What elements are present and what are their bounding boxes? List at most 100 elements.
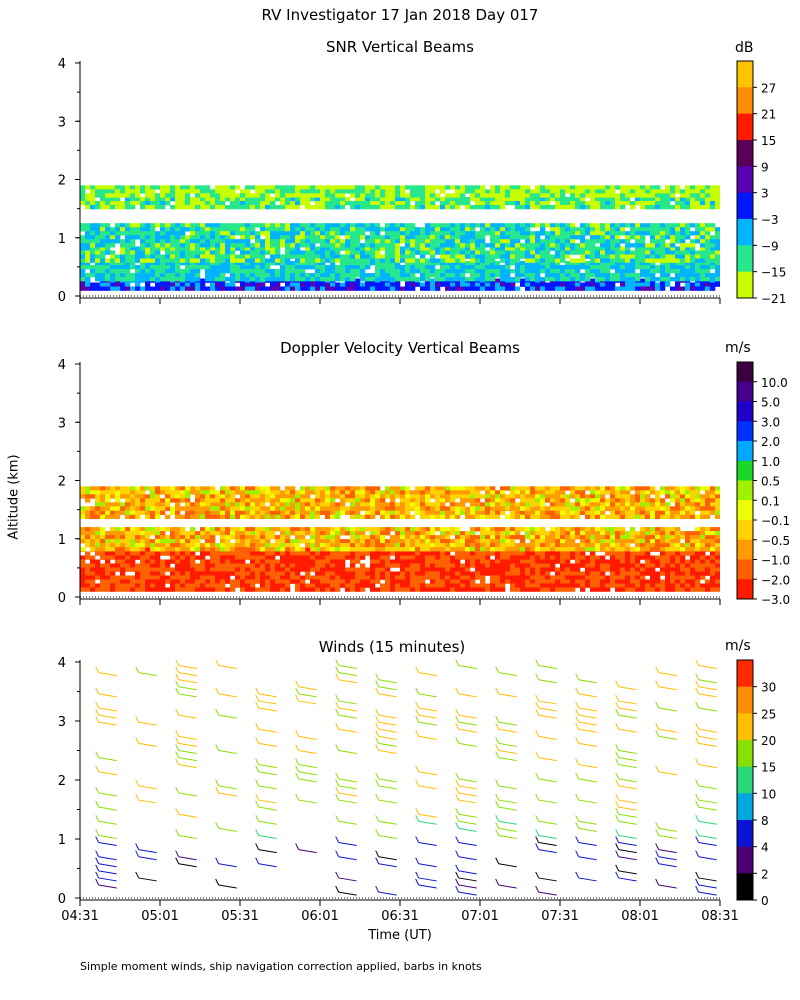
heatmap-cell [340,277,346,282]
heatmap-cell [595,567,601,572]
colorbar-label: 3.0 [761,415,780,429]
heatmap-cell [690,223,696,228]
heatmap-cell [305,273,311,278]
heatmap-cell [240,583,246,588]
heatmap-cell [370,571,376,576]
heatmap-cell [375,551,381,556]
heatmap-cell [125,235,131,240]
heatmap-cell [600,555,606,560]
heatmap-cell [555,551,561,556]
heatmap-cell [130,258,136,263]
heatmap-cell [685,269,691,274]
heatmap-cell [400,239,406,244]
heatmap-cell [165,243,171,248]
heatmap-cell [170,231,176,236]
heatmap-cell [655,246,661,251]
heatmap-cell [475,243,481,248]
heatmap-cell [350,269,356,274]
heatmap-cell [515,567,521,572]
heatmap-cell [330,227,336,232]
heatmap-cell [625,583,631,588]
heatmap-cell [350,204,356,210]
heatmap-cell [535,583,541,588]
heatmap-cell [660,243,666,248]
heatmap-cell [600,250,606,255]
heatmap-cell [175,185,181,190]
heatmap-cell [135,286,141,291]
heatmap-cell [105,243,111,248]
heatmap-cell [710,559,716,564]
heatmap-cell [635,193,641,198]
heatmap-cell [625,239,631,244]
heatmap-cell [135,258,141,263]
heatmap-cell [230,250,236,255]
heatmap-cell [590,243,596,248]
heatmap-cell [505,243,511,248]
heatmap-cell [690,273,696,278]
heatmap-cell [170,579,176,584]
heatmap-cell [125,563,131,568]
heatmap-cell [170,527,176,532]
heatmap-cell [525,286,531,291]
heatmap-cell [140,250,146,255]
heatmap-cell [390,246,396,251]
heatmap-cell [625,223,631,228]
heatmap-cell [285,543,291,548]
heatmap-cell [480,547,486,552]
heatmap-cell [475,539,481,544]
heatmap-cell [450,196,456,202]
heatmap-cell [205,277,211,282]
heatmap-cell [135,193,141,198]
heatmap-cell [380,185,386,190]
heatmap-cell [330,559,336,564]
heatmap-cell [470,254,476,259]
heatmap-cell [505,239,511,244]
heatmap-cell [170,223,176,228]
heatmap-cell [165,193,171,198]
heatmap-cell [360,579,366,584]
heatmap-cell [100,254,106,259]
heatmap-cell [165,231,171,236]
heatmap-cell [160,535,166,540]
heatmap-cell [410,196,416,202]
heatmap-cell [310,575,316,580]
heatmap-cell [420,539,426,544]
heatmap-cell [240,551,246,556]
heatmap-cell [555,243,561,248]
heatmap-cell [355,243,361,248]
heatmap-cell [660,239,666,244]
heatmap-cell [185,193,191,198]
heatmap-cell [265,587,271,592]
heatmap-cell [645,277,651,282]
heatmap-cell [510,551,516,556]
heatmap-cell [535,265,541,270]
heatmap-cell [490,239,496,244]
heatmap-cell [305,254,311,259]
heatmap-cell [650,193,656,198]
heatmap-cell [515,551,521,556]
heatmap-cell [595,196,601,202]
heatmap-cell [85,282,91,287]
heatmap-cell [365,571,371,576]
heatmap-cell [525,196,531,202]
heatmap-cell [330,243,336,248]
heatmap-cell [545,563,551,568]
heatmap-cell [580,254,586,259]
heatmap-cell [290,551,296,556]
heatmap-cell [185,243,191,248]
heatmap-cell [265,196,271,202]
heatmap-cell [265,223,271,228]
heatmap-cell [560,193,566,198]
heatmap-cell [280,254,286,259]
heatmap-cell [160,239,166,244]
heatmap-cell [115,265,121,270]
heatmap-cell [645,254,651,259]
heatmap-cell [525,258,531,263]
heatmap-cell [400,189,406,194]
heatmap-cell [105,265,111,270]
heatmap-cell [125,243,131,248]
heatmap-cell [245,254,251,259]
heatmap-cell [660,269,666,274]
heatmap-cell [160,223,166,228]
heatmap-cell [285,200,291,206]
